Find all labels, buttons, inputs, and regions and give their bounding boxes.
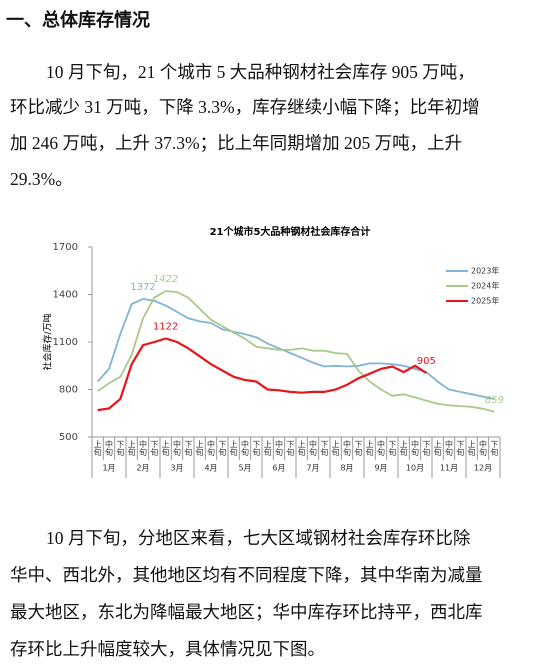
x-tick-label: 中旬 — [479, 439, 488, 457]
x-tick-label: 中旬 — [275, 439, 284, 457]
legend-label: 2023年 — [471, 266, 499, 276]
paragraph-line: 10 月下旬，分地区来看，七大区域钢材社会库存环比除 — [46, 528, 471, 548]
x-tick-label: 上旬 — [93, 440, 102, 457]
x-tick-label: 上旬 — [297, 440, 306, 457]
month-label: 3月 — [170, 464, 183, 473]
month-label: 9月 — [374, 464, 387, 473]
x-tick-label: 上旬 — [433, 440, 442, 457]
x-tick-label: 中旬 — [173, 439, 182, 457]
y-tick-label: 500 — [59, 432, 78, 443]
data-label: 1372 — [130, 282, 155, 293]
y-tick-label: 800 — [59, 385, 78, 396]
paragraph-line: 华中、西北外，其他地区均有不同程度下降，其中华南为减量 — [10, 565, 483, 585]
x-tick-label: 上旬 — [229, 440, 238, 457]
paragraph-line: 10 月下旬，21 个城市 5 大品种钢材社会库存 905 万吨， — [46, 62, 475, 82]
series-line — [97, 297, 495, 400]
month-label: 10月 — [406, 464, 424, 473]
x-tick-label: 下旬 — [252, 440, 261, 457]
x-tick-label: 下旬 — [388, 440, 397, 457]
x-tick-label: 中旬 — [207, 439, 216, 457]
x-tick-label: 上旬 — [195, 440, 204, 457]
series-line — [97, 290, 495, 413]
x-tick-label: 上旬 — [467, 440, 476, 457]
month-label: 11月 — [440, 464, 458, 473]
data-label: 905 — [417, 356, 436, 367]
data-label: 1122 — [153, 322, 178, 333]
legend-label: 2025年 — [471, 296, 499, 306]
x-tick-label: 中旬 — [309, 439, 318, 457]
month-label: 5月 — [238, 464, 251, 473]
x-tick-label: 上旬 — [127, 440, 136, 457]
month-label: 12月 — [474, 464, 492, 473]
month-label: 8月 — [340, 464, 353, 473]
x-tick-label: 下旬 — [218, 440, 227, 457]
month-label: 4月 — [204, 464, 217, 473]
paragraph-line: 环比减少 31 万吨，下降 3.3%，库存继续小幅下降；比年初增 — [10, 97, 480, 117]
x-tick-label: 中旬 — [105, 439, 114, 457]
paragraph-line: 29.3%。 — [10, 169, 73, 189]
x-tick-label: 中旬 — [241, 439, 250, 457]
x-tick-label: 下旬 — [116, 440, 125, 457]
month-label: 7月 — [306, 464, 319, 473]
x-tick-label: 上旬 — [331, 440, 340, 457]
month-label: 1月 — [102, 464, 115, 473]
paragraph-line: 最大地区，东北为降幅最大地区；华中库存环比持平，西北库 — [10, 602, 483, 622]
month-label: 2月 — [136, 464, 149, 473]
paragraph-line: 存环比上升幅度较大，具体情况见下图。 — [10, 639, 325, 659]
x-tick-label: 中旬 — [411, 439, 420, 457]
paragraph-line: 加 246 万吨，上升 37.3%；比上年同期增加 205 万吨，上升 — [10, 133, 463, 153]
x-tick-label: 下旬 — [490, 440, 499, 457]
x-tick-label: 上旬 — [161, 440, 170, 457]
x-tick-label: 中旬 — [139, 439, 148, 457]
x-tick-label: 下旬 — [286, 440, 295, 457]
y-tick-label: 1700 — [53, 242, 78, 253]
x-tick-label: 下旬 — [320, 440, 329, 457]
x-tick-label: 中旬 — [343, 439, 352, 457]
x-tick-label: 上旬 — [399, 440, 408, 457]
y-axis-label: 社会库存/万吨 — [42, 313, 54, 370]
x-tick-label: 中旬 — [377, 439, 386, 457]
data-label: 1422 — [153, 274, 178, 285]
month-label: 6月 — [272, 464, 285, 473]
x-tick-label: 下旬 — [184, 440, 193, 457]
data-label: 659 — [485, 395, 504, 406]
x-tick-label: 上旬 — [263, 440, 272, 457]
series-line — [97, 337, 427, 412]
y-tick-label: 1400 — [53, 290, 78, 301]
chart-title: 21个城市5大品种钢材社会库存合计 — [210, 225, 371, 238]
x-tick-label: 下旬 — [150, 440, 159, 457]
x-tick-label: 下旬 — [354, 440, 363, 457]
legend-label: 2024年 — [471, 281, 499, 291]
section-heading: 一、总体库存情况 — [6, 10, 150, 30]
x-tick-label: 下旬 — [422, 440, 431, 457]
x-tick-label: 上旬 — [365, 440, 374, 457]
x-tick-label: 中旬 — [445, 439, 454, 457]
x-tick-label: 下旬 — [456, 440, 465, 457]
y-tick-label: 1100 — [53, 337, 78, 348]
